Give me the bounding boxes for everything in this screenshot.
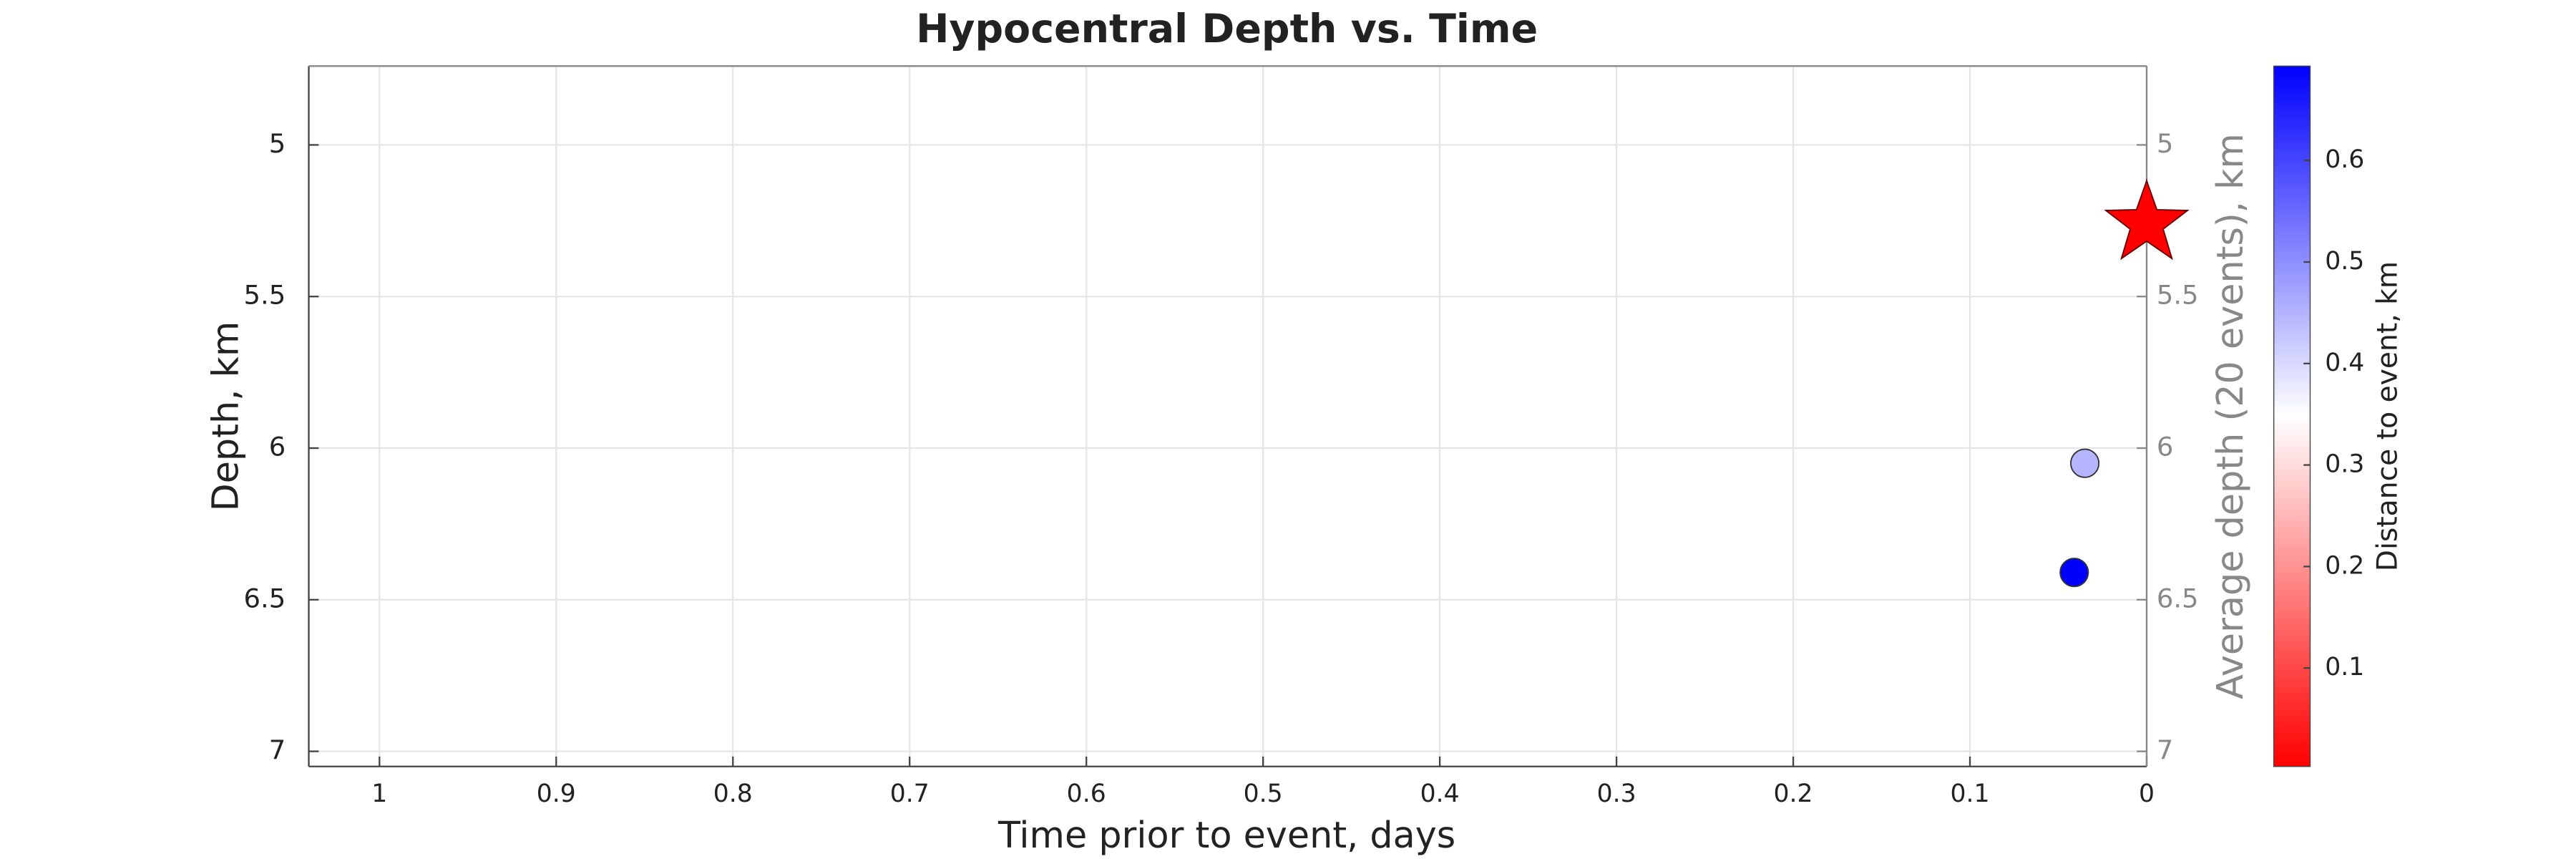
main-event	[2104, 178, 2190, 261]
y-tick-label: 7	[269, 734, 286, 765]
y2-tick-label: 5	[2157, 128, 2173, 159]
colorbar-tick-label: 0.1	[2325, 653, 2364, 681]
x-tick-label: 0.1	[1951, 780, 1990, 808]
event-point	[2059, 558, 2089, 588]
x-tick-label: 0.5	[1244, 780, 1283, 808]
y2-axis-label: Average depth (20 events), km	[2209, 133, 2251, 699]
colorbar-tick-label: 0.5	[2325, 247, 2364, 276]
chart-title: Hypocentral Depth vs. Time	[916, 6, 1538, 52]
y-tick-label: 6	[269, 432, 286, 462]
event-point	[2070, 448, 2100, 478]
y-tick-label: 5.5	[244, 280, 286, 311]
x-tick-label: 0.7	[890, 780, 930, 808]
colorbar	[2273, 66, 2311, 767]
colorbar-tick-label: 0.2	[2325, 551, 2364, 580]
x-tick-label: 1	[371, 780, 387, 808]
x-tick-label: 0.9	[537, 780, 576, 808]
colorbar-label: Distance to event, km	[2372, 261, 2404, 571]
colorbar-tick-label: 0.4	[2325, 349, 2364, 377]
x-tick-label: 0.3	[1597, 780, 1636, 808]
y-tick-label: 5	[269, 128, 286, 159]
y-tick-label: 6.5	[244, 583, 286, 613]
y2-tick-label: 5.5	[2157, 280, 2199, 311]
x-tick-label: 0.8	[713, 780, 753, 808]
x-tick-label: 0	[2139, 780, 2155, 808]
x-tick-label: 0.2	[1774, 780, 1813, 808]
x-tick-label: 0.6	[1067, 780, 1106, 808]
plot-area	[308, 66, 2147, 767]
y2-tick-label: 6.5	[2157, 583, 2199, 613]
colorbar-tick-label: 0.6	[2325, 145, 2364, 174]
x-axis-label: Time prior to event, days	[997, 814, 1455, 856]
y2-tick-label: 6	[2157, 432, 2173, 462]
y2-tick-label: 7	[2157, 734, 2173, 765]
x-tick-label: 0.4	[1420, 780, 1460, 808]
y-axis-label: Depth, km	[204, 321, 246, 512]
colorbar-frame	[2273, 65, 2311, 767]
colorbar-tick-label: 0.3	[2325, 450, 2364, 479]
